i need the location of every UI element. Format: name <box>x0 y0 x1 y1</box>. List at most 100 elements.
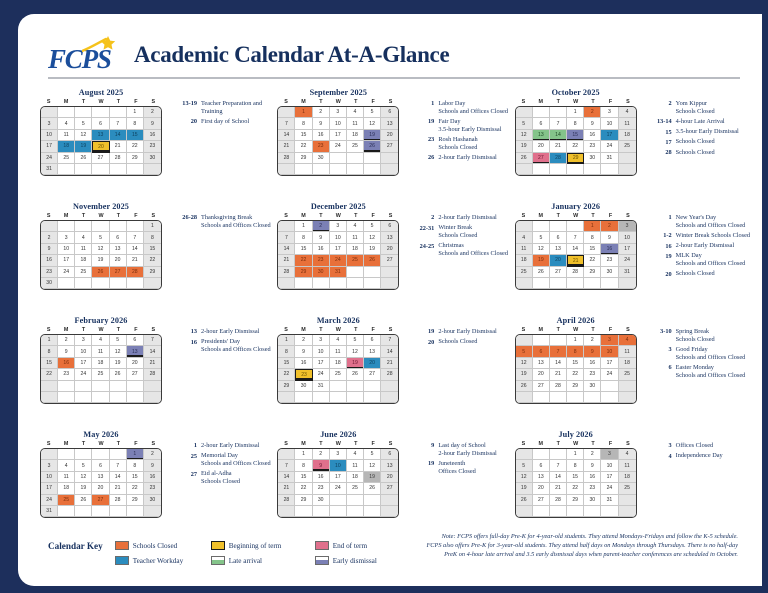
month-block: October 2025 S M T W T F S 1 2 3 4 5 6 7 8 9 10 11 12 13 14 15… <box>514 88 752 202</box>
dow-label: F <box>134 327 138 333</box>
dow-label: S <box>626 99 630 105</box>
note-entry: 4 Independence Day <box>646 452 752 460</box>
key-item: Beginning of term <box>210 541 315 550</box>
day-cell: 3 <box>41 118 59 130</box>
day-cell: 25 <box>618 483 636 495</box>
day-cell: 18 <box>618 357 636 370</box>
day-cell: 12 <box>364 118 382 130</box>
day-cell: 16 <box>41 255 59 267</box>
month-calendar: December 2025 S M T W T F S 1 2 3 4 5 6 7 8 9 10 11 12 13 14 1… <box>277 202 400 316</box>
day-cell: 5 <box>515 460 533 472</box>
day-cell-empty <box>381 494 399 506</box>
day-cell: 24 <box>618 255 636 267</box>
note-text: Schools Closed <box>675 148 715 156</box>
day-cell-empty <box>278 163 296 176</box>
day-cell: 16 <box>584 357 602 370</box>
day-cell-empty <box>549 163 568 176</box>
day-cell-empty <box>346 505 365 518</box>
note-date: 23 <box>428 136 435 144</box>
dow-label: T <box>354 441 358 447</box>
month-calendar: February 2026 S M T W T F S 1 2 3 4 5 6 7 8 9 10 11 12 13 14 1… <box>40 316 162 430</box>
day-cell: 29 <box>126 494 144 506</box>
day-cell: 7 <box>549 460 568 472</box>
day-cell-empty <box>515 449 533 461</box>
day-cell-empty <box>364 494 382 506</box>
key-item: End of term <box>314 541 415 550</box>
day-cell-empty <box>618 391 636 404</box>
month-notes: 1 2-hour Early Dismissal 25 Memorial Day Sch… <box>162 430 277 544</box>
dow-label: S <box>521 99 526 105</box>
day-cell: 12 <box>532 243 550 256</box>
day-cell: 3 <box>58 232 76 244</box>
dow-label: T <box>319 441 323 447</box>
note-date: 20 <box>190 118 197 126</box>
day-cell: 22 <box>126 483 144 495</box>
dow-label: M <box>301 441 306 447</box>
note-date: 26-28 <box>182 214 197 222</box>
day-cell: 20 <box>381 129 399 142</box>
day-cell: 9 <box>312 118 330 130</box>
note-entry: 19 Fair Day 3.5-hour Early Dismissal <box>408 118 514 133</box>
day-cell: 22 <box>295 141 313 153</box>
day-cell: 17 <box>618 243 636 256</box>
day-cell: 6 <box>126 335 144 347</box>
day-cell: 23 <box>601 255 619 267</box>
day-cell: 21 <box>549 141 568 153</box>
day-cell: 12 <box>346 346 365 358</box>
day-cell: 16 <box>584 471 602 484</box>
month-calendar: August 2025 S M T W T F S 1 2 3 4 5 6 7 8 9 10 11 12 13 14 15 1… <box>40 88 162 202</box>
day-cell: 14 <box>549 471 568 484</box>
day-cell: 11 <box>92 346 110 358</box>
day-cell: 7 <box>567 232 585 244</box>
month-notes: 26-28 Thanksgiving Break Schools and Offic… <box>162 202 277 316</box>
note-date: 4 <box>668 452 672 460</box>
day-cell: 9 <box>143 118 161 130</box>
day-cell: 9 <box>143 460 161 472</box>
note-text: Independence Day <box>675 452 723 460</box>
day-cell: 27 <box>532 152 550 164</box>
fcps-logo: FCPS <box>48 36 122 74</box>
day-cell: 28 <box>109 494 127 506</box>
day-cell: 20 <box>549 255 568 267</box>
dow-label: W <box>335 441 341 447</box>
day-cell: 14 <box>109 129 127 142</box>
month-day-grid: 1 2 3 4 5 6 7 8 9 10 11 12 13 14 15 16 17 18 19 20 21 22 23 24 2… <box>514 448 637 519</box>
day-cell: 24 <box>601 369 619 381</box>
month-notes: 2 Yom Kippur Schools Closed 13-14 4-hour Lat… <box>637 88 752 202</box>
day-cell: 24 <box>329 255 347 267</box>
day-cell: 18 <box>346 129 365 142</box>
day-cell-empty <box>41 449 59 461</box>
day-cell: 17 <box>312 357 330 370</box>
day-cell: 6 <box>381 221 399 233</box>
day-cell: 2 <box>312 449 330 461</box>
month-title: February 2026 <box>74 316 128 325</box>
day-cell: 31 <box>41 163 59 176</box>
day-cell: 16 <box>295 357 313 370</box>
note-entry: 6 Easter Monday Schools and Offices Closed <box>646 364 752 379</box>
day-cell: 15 <box>295 129 313 142</box>
day-cell: 26 <box>532 266 550 278</box>
day-cell: 23 <box>143 141 161 153</box>
dow-label: M <box>63 441 69 447</box>
note-text: 2-hour Early Dismissal <box>675 242 735 250</box>
day-cell: 2 <box>41 232 59 244</box>
day-cell-empty <box>329 163 347 176</box>
day-cell: 30 <box>312 494 330 506</box>
month-calendar: October 2025 S M T W T F S 1 2 3 4 5 6 7 8 9 10 11 12 13 14 15… <box>514 88 637 202</box>
month-title: August 2025 <box>78 88 124 97</box>
day-cell: 26 <box>364 483 382 495</box>
key-label: Teacher Workday <box>132 556 184 565</box>
day-cell: 28 <box>549 494 568 506</box>
dow-label: W <box>335 213 341 219</box>
day-cell: 13 <box>549 243 568 256</box>
day-cell: 27 <box>532 494 550 506</box>
day-cell-empty <box>126 391 144 404</box>
day-cell-empty <box>532 505 550 518</box>
note-text: Memorial Day Schools and Offices Closed <box>201 452 271 467</box>
month-block: June 2026 S M T W T F S 1 2 3 4 5 6 7 8 9 10 11 12 13 14 15 16 1… <box>277 430 514 544</box>
day-cell: 31 <box>618 266 636 278</box>
day-cell-empty <box>346 277 365 290</box>
